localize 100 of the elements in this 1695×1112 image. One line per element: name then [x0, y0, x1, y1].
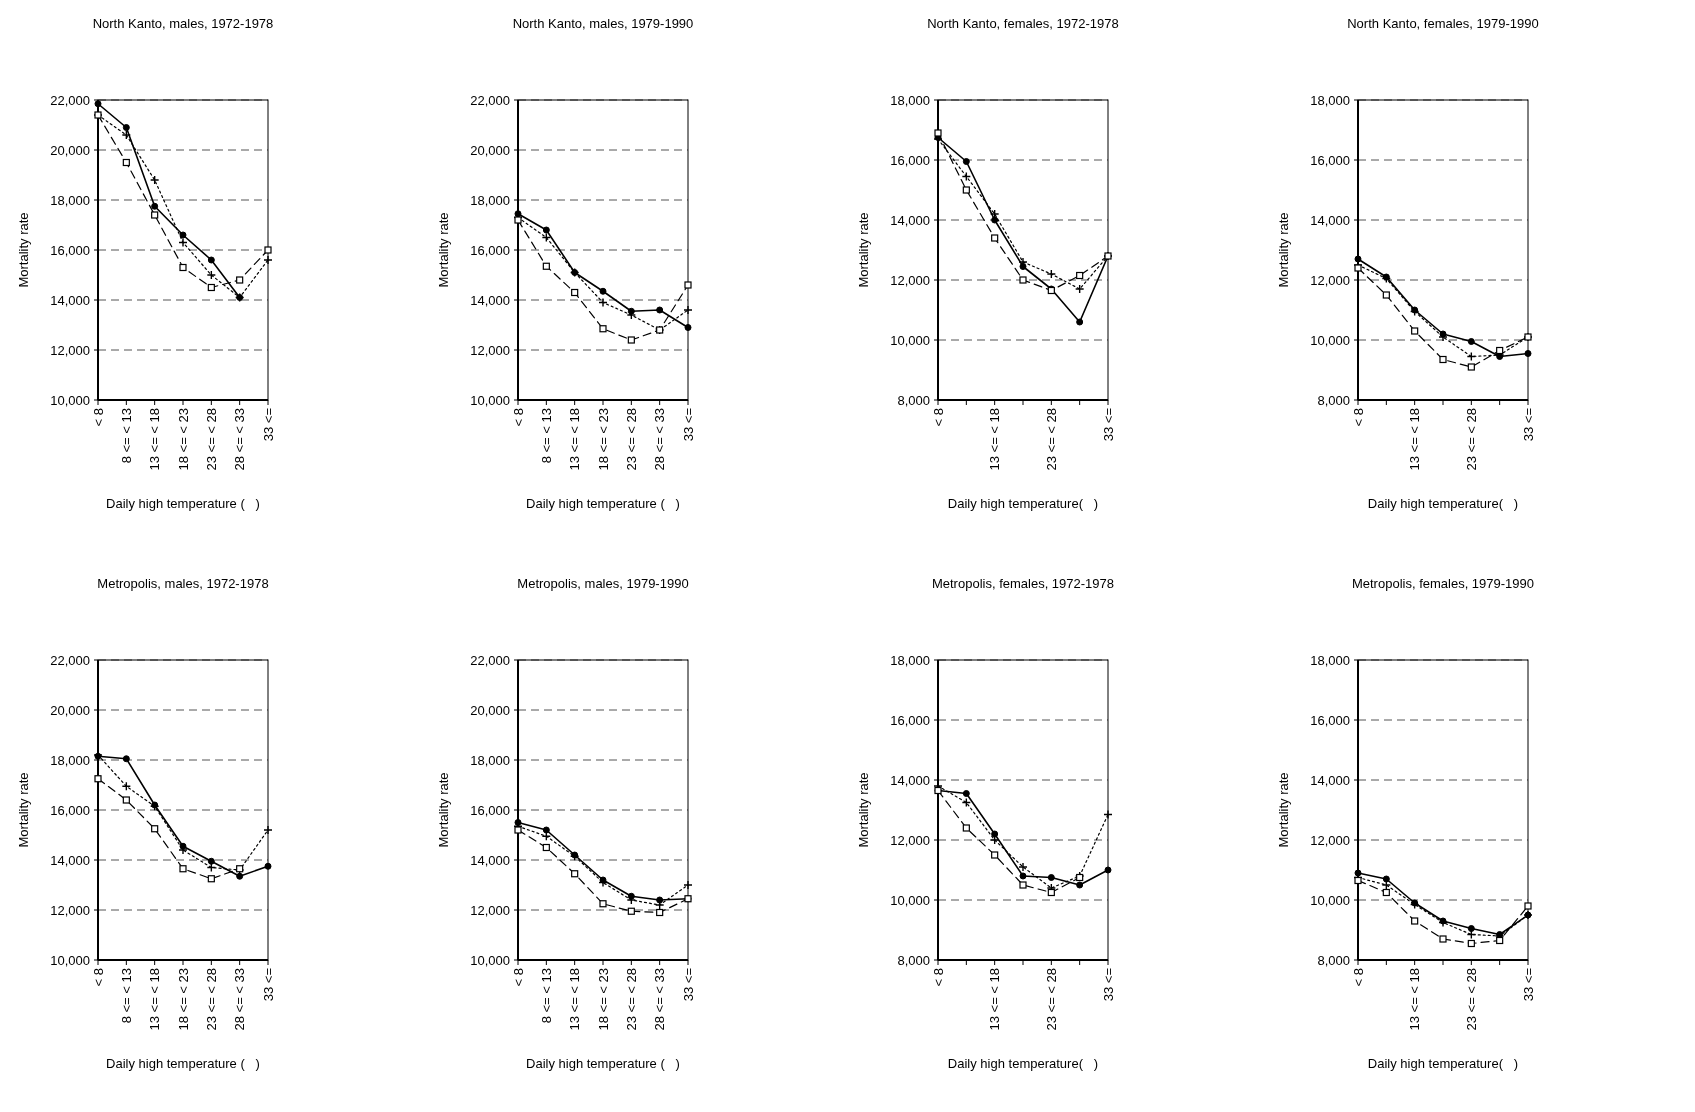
y-tick-label: 18,000 [470, 192, 510, 208]
y-tick-label: 12,000 [470, 342, 510, 358]
y-tick-label: 10,000 [470, 952, 510, 968]
y-tick-label: 18,000 [50, 192, 90, 208]
y-tick-label: 10,000 [50, 392, 90, 408]
y-tick-label: 16,000 [50, 242, 90, 258]
x-tick-label: 8 <= < 13 [538, 408, 554, 464]
y-tick-label: 22,000 [50, 92, 90, 108]
x-tick-label: 28 <= < 33 [232, 968, 248, 1031]
y-tick-label: 16,000 [470, 802, 510, 818]
x-tick-label: 33 <= [260, 408, 276, 442]
y-tick-label: 14,000 [890, 212, 930, 228]
y-tick-label: 8,000 [1317, 952, 1350, 968]
x-tick-label: 23 <= < 28 [1043, 968, 1059, 1031]
y-tick-label: 10,000 [470, 392, 510, 408]
y-tick-label: 10,000 [890, 892, 930, 908]
x-tick-label: 33 <= [260, 968, 276, 1002]
y-tick-label: 20,000 [50, 702, 90, 718]
y-tick-label: 10,000 [50, 952, 90, 968]
y-tick-label: 14,000 [1310, 212, 1350, 228]
x-tick-label: 18 <= < 23 [175, 408, 191, 471]
y-tick-label: 12,000 [50, 902, 90, 918]
x-tick-label: 33 <= [680, 968, 696, 1002]
x-tick-label: 23 <= < 28 [1043, 408, 1059, 471]
x-tick-label: 23 <= < 28 [203, 408, 219, 471]
y-tick-label: 8,000 [1317, 392, 1350, 408]
y-tick-label: 14,000 [470, 852, 510, 868]
x-tick-label: 18 <= < 23 [595, 408, 611, 471]
y-tick-label: 12,000 [50, 342, 90, 358]
x-tick-label: 8 <= < 13 [538, 968, 554, 1024]
y-tick-label: 12,000 [1310, 272, 1350, 288]
x-tick-label: 23 <= < 28 [623, 968, 639, 1031]
y-tick-label: 18,000 [1310, 652, 1350, 668]
x-tick-label: 33 <= [1520, 408, 1536, 442]
chart-title: North Kanto, males, 1972-1978 [92, 16, 274, 31]
x-tick-label: 8 <= < 13 [118, 968, 134, 1024]
x-tick-label: 13 <= < 18 [567, 408, 583, 471]
y-axis-title: Mortality rate [1276, 772, 1291, 848]
chart-title: Metropolis, males, 1979-1990 [517, 576, 689, 591]
x-tick-label: < 8 [930, 968, 946, 987]
y-tick-label: 16,000 [470, 242, 510, 258]
y-axis-title: Mortality rate [856, 212, 871, 288]
x-axis-title: Daily high temperature ( ) [526, 1056, 680, 1071]
x-tick-label: 28 <= < 33 [652, 408, 668, 471]
x-tick-label: < 8 [1350, 408, 1366, 427]
y-tick-label: 22,000 [470, 652, 510, 668]
y-tick-label: 12,000 [470, 902, 510, 918]
y-tick-label: 8,000 [897, 392, 930, 408]
x-axis-title: Daily high temperature( ) [1367, 496, 1519, 511]
y-tick-label: 14,000 [890, 772, 930, 788]
chart-title: North Kanto, males, 1979-1990 [512, 16, 694, 31]
y-tick-label: 10,000 [1310, 332, 1350, 348]
y-tick-label: 18,000 [890, 92, 930, 108]
x-tick-label: 23 <= < 28 [203, 968, 219, 1031]
y-axis-title: Mortality rate [1276, 212, 1291, 288]
y-tick-label: 18,000 [50, 752, 90, 768]
y-tick-label: 14,000 [1310, 772, 1350, 788]
x-tick-label: 13 <= < 18 [1407, 408, 1423, 471]
y-tick-label: 20,000 [50, 142, 90, 158]
x-tick-label: 13 <= < 18 [987, 408, 1003, 471]
x-tick-label: 28 <= < 33 [652, 968, 668, 1031]
y-tick-label: 12,000 [1310, 832, 1350, 848]
y-tick-label: 12,000 [890, 272, 930, 288]
y-tick-label: 16,000 [890, 152, 930, 168]
x-tick-label: 23 <= < 28 [1463, 968, 1479, 1031]
y-tick-label: 16,000 [1310, 152, 1350, 168]
chart-title: Metropolis, males, 1972-1978 [97, 576, 269, 591]
y-tick-label: 18,000 [1310, 92, 1350, 108]
x-tick-label: < 8 [510, 968, 526, 987]
x-axis-title: Daily high temperature( ) [1367, 1056, 1519, 1071]
x-axis-title: Daily high temperature( ) [947, 496, 1099, 511]
y-tick-label: 14,000 [50, 852, 90, 868]
y-tick-label: 16,000 [50, 802, 90, 818]
x-tick-label: 23 <= < 28 [623, 408, 639, 471]
chart-title: Metropolis, females, 1979-1990 [1351, 576, 1535, 591]
x-tick-label: < 8 [1350, 968, 1366, 987]
x-tick-label: 18 <= < 23 [175, 968, 191, 1031]
x-tick-label: 33 <= [680, 408, 696, 442]
y-tick-label: 12,000 [890, 832, 930, 848]
x-tick-label: 33 <= [1100, 408, 1116, 442]
x-axis-title: Daily high temperature ( ) [106, 496, 260, 511]
chart-title: Metropolis, females, 1972-1978 [931, 576, 1115, 591]
x-tick-label: 33 <= [1100, 968, 1116, 1002]
x-tick-label: < 8 [90, 408, 106, 427]
y-tick-label: 20,000 [470, 142, 510, 158]
y-tick-label: 10,000 [1310, 892, 1350, 908]
y-tick-label: 14,000 [470, 292, 510, 308]
y-tick-label: 16,000 [890, 712, 930, 728]
y-axis-title: Mortality rate [436, 772, 451, 848]
x-tick-label: < 8 [90, 968, 106, 987]
x-tick-label: 13 <= < 18 [147, 968, 163, 1031]
y-tick-label: 22,000 [50, 652, 90, 668]
x-axis-title: Daily high temperature( ) [947, 1056, 1099, 1071]
y-axis-title: Mortality rate [436, 212, 451, 288]
x-tick-label: 28 <= < 33 [232, 408, 248, 471]
y-tick-label: 22,000 [470, 92, 510, 108]
x-tick-label: 13 <= < 18 [987, 968, 1003, 1031]
chart-title: North Kanto, females, 1972-1978 [927, 16, 1119, 31]
y-tick-label: 16,000 [1310, 712, 1350, 728]
y-axis-title: Mortality rate [16, 212, 31, 288]
